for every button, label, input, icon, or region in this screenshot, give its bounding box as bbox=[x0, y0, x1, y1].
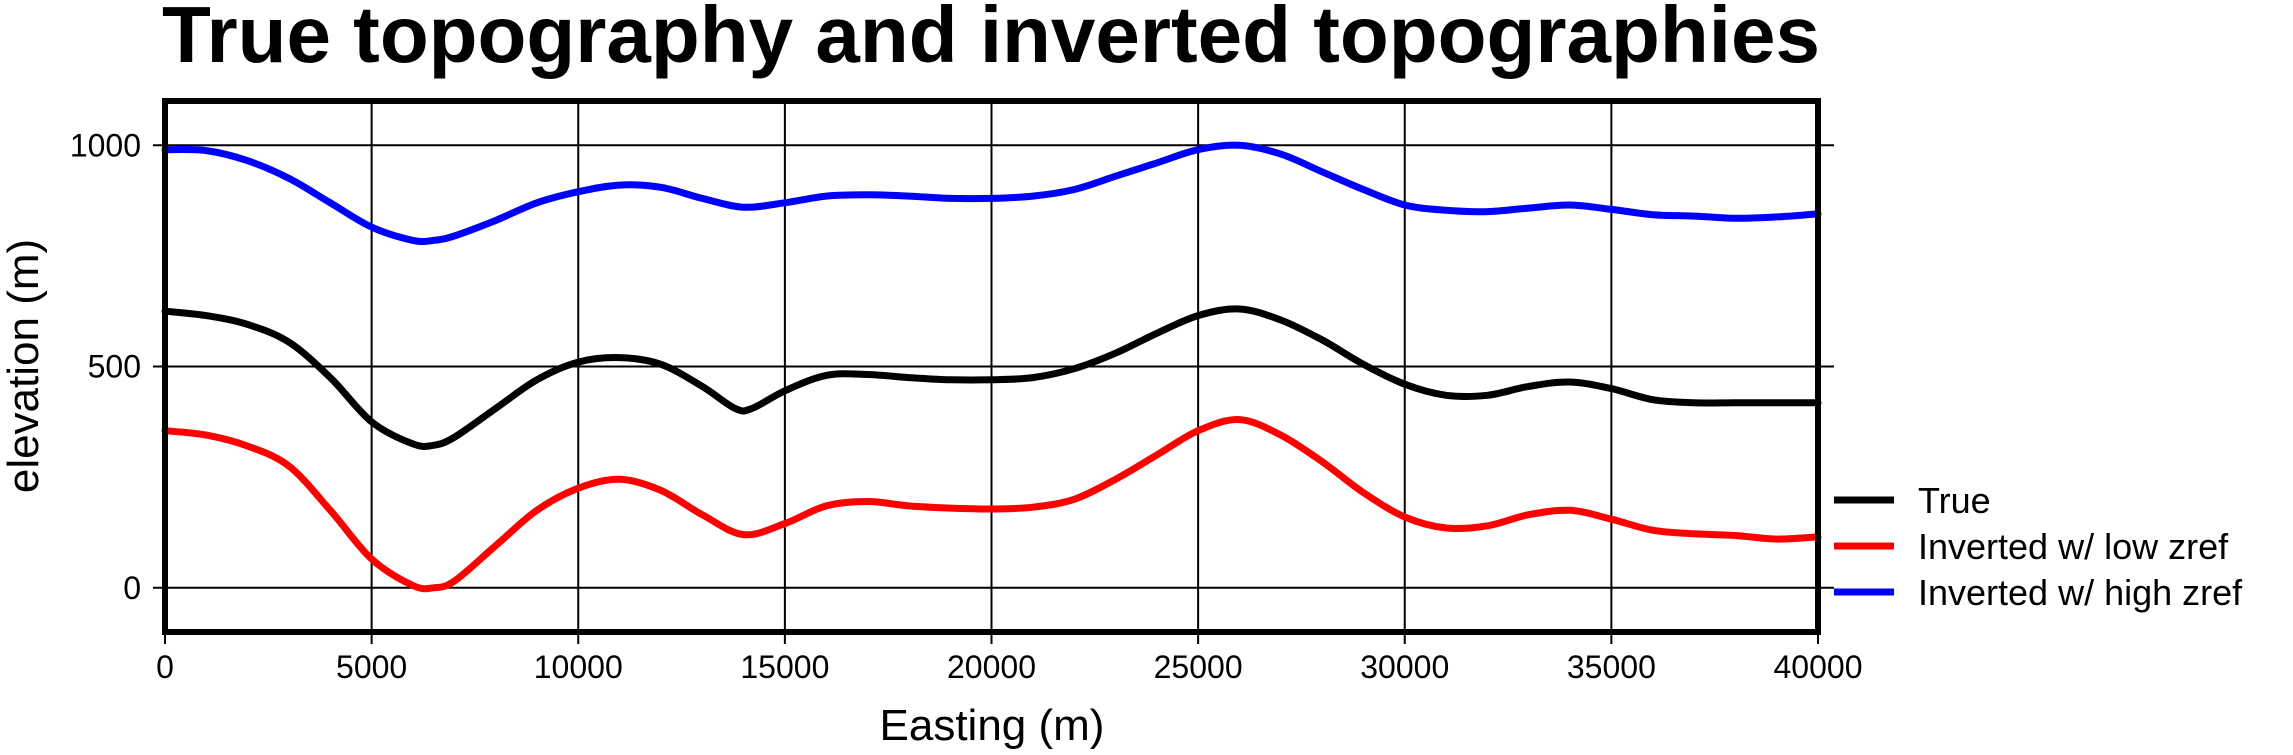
x-tick-label: 25000 bbox=[1154, 649, 1243, 685]
x-tick-label: 10000 bbox=[534, 649, 623, 685]
chart-title: True topography and inverted topographie… bbox=[162, 0, 1820, 79]
legend-label-true: True bbox=[1918, 480, 1991, 521]
series-line-inverted-w-high-zref bbox=[161, 141, 1822, 246]
series-line-true bbox=[161, 305, 1822, 450]
x-tick-label: 30000 bbox=[1360, 649, 1449, 685]
x-tick-label: 20000 bbox=[947, 649, 1036, 685]
x-tick-label: 40000 bbox=[1774, 649, 1863, 685]
x-tick-label: 0 bbox=[156, 649, 174, 685]
axis-ticks: 0 5000 10000 15000 20000 25000 30000 35000 40000… bbox=[70, 127, 1863, 685]
legend-label-inverted-w-high-zref: Inverted w/ high zref bbox=[1918, 572, 2243, 613]
grid-lines bbox=[164, 101, 1834, 632]
y-tick-label: 1000 bbox=[70, 127, 141, 163]
legend-label-inverted-w-low-zref: Inverted w/ low zref bbox=[1918, 526, 2229, 567]
series-lines bbox=[161, 141, 1822, 593]
x-tick-label: 15000 bbox=[740, 649, 829, 685]
y-tick-label: 0 bbox=[123, 570, 141, 606]
series-line-inverted-w-low-zref bbox=[161, 416, 1822, 593]
y-axis-label: elevation (m) bbox=[0, 239, 48, 493]
x-tick-label: 35000 bbox=[1567, 649, 1656, 685]
legend: True Inverted w/ low zref Inverted w/ high… bbox=[1834, 480, 2243, 613]
x-axis-label: Easting (m) bbox=[880, 701, 1105, 750]
x-tick-label: 5000 bbox=[336, 649, 407, 685]
y-tick-label: 500 bbox=[88, 349, 141, 385]
